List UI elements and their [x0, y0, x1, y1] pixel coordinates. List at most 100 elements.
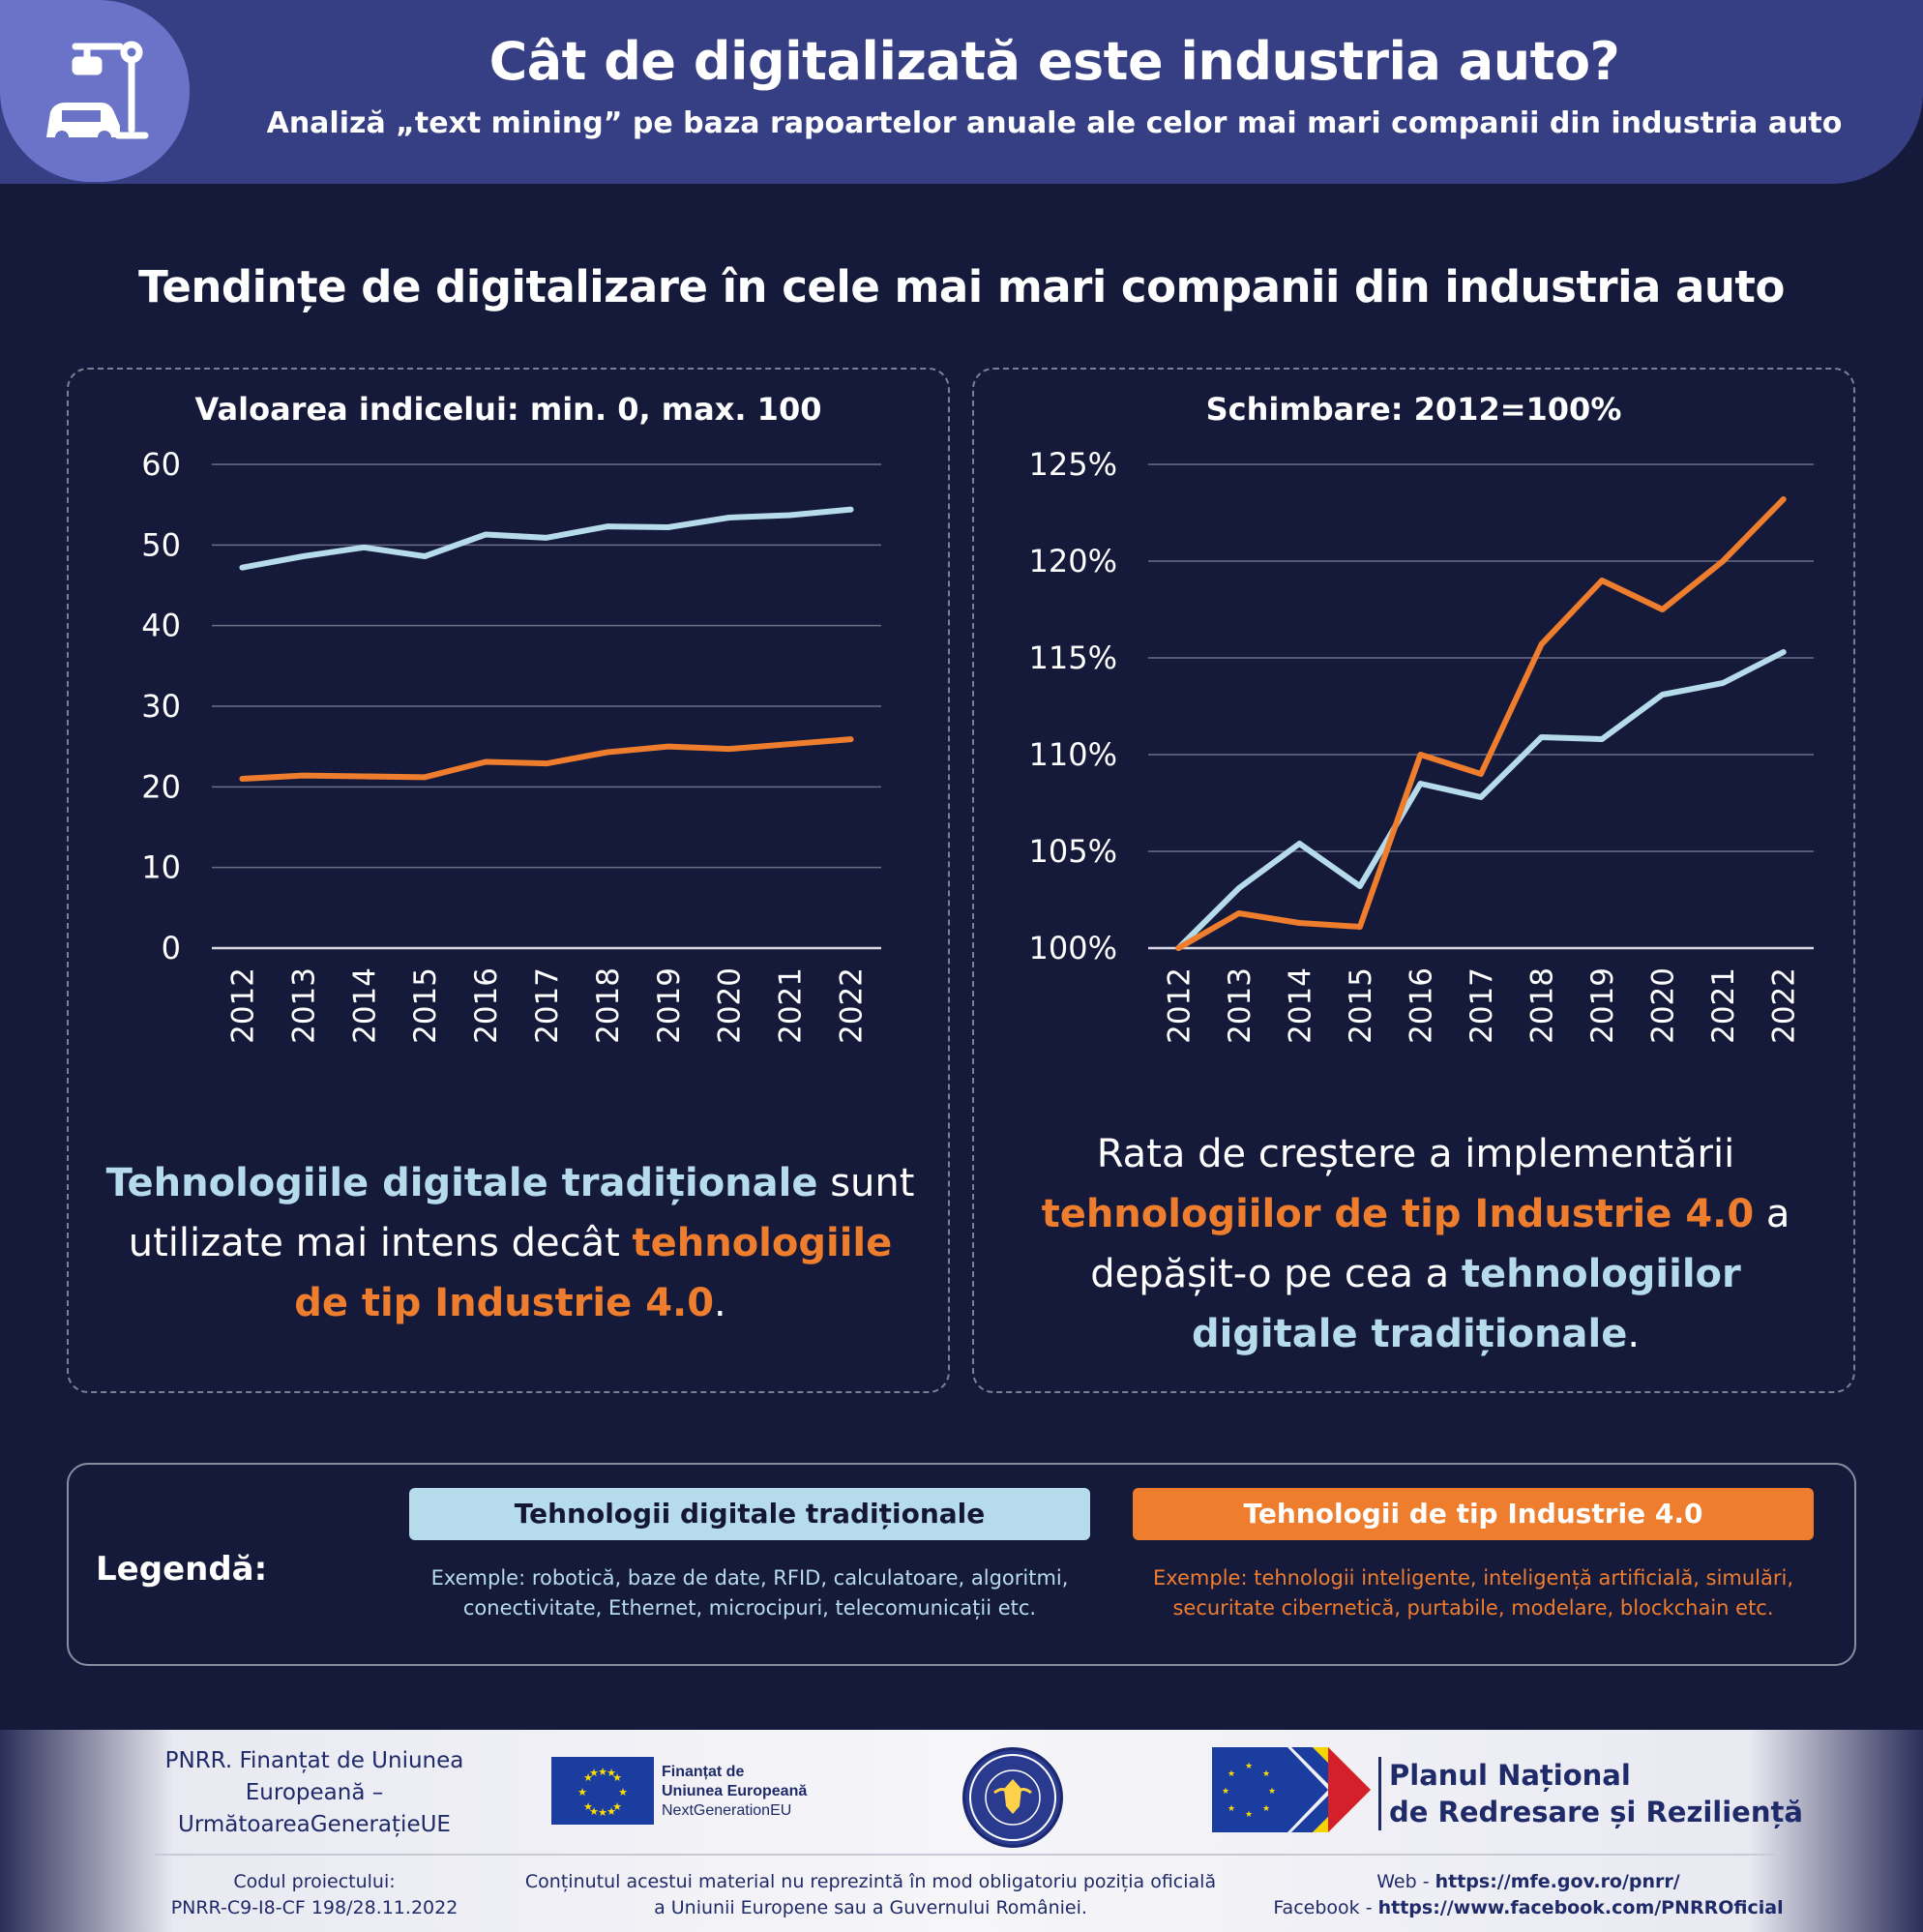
x-tick-label: 2021: [774, 967, 809, 1044]
y-tick-label: 125%: [1029, 446, 1117, 483]
legend-box: Legendă: Tehnologii digitale tradițional…: [67, 1463, 1856, 1666]
y-tick-label: 20: [141, 768, 181, 805]
x-tick-label: 2018: [1525, 967, 1560, 1044]
industry40-highlight: tehnologiile de tip Industrie 4.0: [294, 1221, 893, 1325]
svg-text:★: ★: [1228, 1769, 1235, 1779]
page-title: Cât de digitalizată este industria auto?: [488, 31, 1620, 92]
left-panel-statement: Tehnologiile digitale tradiționale sunt …: [98, 1153, 923, 1333]
x-tick-label: 2016: [1404, 967, 1438, 1044]
project-code-label: Codul proiectului:: [233, 1871, 396, 1892]
svg-text:★: ★: [1245, 1810, 1253, 1820]
plan-line-2: de Redresare și Reziliență: [1389, 1796, 1803, 1828]
x-tick-label: 2017: [530, 967, 565, 1044]
page-subtitle: Analiză „text mining” pe baza rapoartelo…: [266, 106, 1843, 140]
x-tick-label: 2016: [469, 967, 504, 1044]
x-tick-label: 2019: [652, 967, 687, 1044]
x-tick-label: 2021: [1706, 967, 1741, 1044]
svg-text:★: ★: [589, 1767, 599, 1779]
legend-traditional-examples: Exemple: robotică, baze de date, RFID, c…: [430, 1566, 1069, 1620]
right-text-part-5: .: [1627, 1312, 1641, 1356]
footer-divider: [155, 1854, 1776, 1856]
left-chart-subtitle: Valoarea indicelui: min. 0, max. 100: [194, 391, 822, 428]
y-tick-label: 100%: [1029, 930, 1117, 966]
y-tick-label: 115%: [1029, 639, 1117, 676]
svg-text:★: ★: [1245, 1762, 1253, 1771]
footer: PNRR. Finanțat de Uniunea Europeană – Ur…: [0, 1730, 1923, 1932]
eu-flag-icon: ★ ★ ★ ★ ★ ★ ★ ★ ★ ★ ★ ★: [551, 1757, 654, 1825]
x-tick-label: 2022: [835, 967, 870, 1044]
svg-text:★: ★: [598, 1766, 607, 1778]
right-chart-panel: Schimbare: 2012=100% 100% 105% 110% 115% 120…: [972, 368, 1855, 1393]
right-text-part-3: a depășit-o pe cea a: [1090, 1192, 1790, 1296]
svg-text:★: ★: [598, 1806, 607, 1819]
traditional-highlight: tehnologiilor digitale tradiționale: [1191, 1252, 1741, 1356]
eu-line-2: Uniunea Europeană: [662, 1783, 808, 1799]
pnrr-flags-logo: ★ ★ ★ ★ ★ ★ ★ ★: [1212, 1747, 1371, 1832]
svg-text:★: ★: [1262, 1769, 1270, 1779]
y-tick-label: 30: [141, 688, 181, 725]
y-tick-label: 60: [141, 446, 181, 483]
svg-text:★: ★: [583, 1800, 593, 1813]
header-banner: Cât de digitalizată este industria auto?…: [0, 0, 1923, 184]
x-tick-label: 2014: [347, 967, 382, 1044]
svg-text:★: ★: [612, 1800, 622, 1813]
project-code: Codul proiectului: PNRR-C9-I8-CF 198/28.…: [155, 1869, 474, 1921]
svg-text:★: ★: [1262, 1804, 1270, 1814]
legend-traditional-pill: Tehnologii digitale tradiționale: [409, 1488, 1090, 1540]
y-tick-label: 110%: [1029, 736, 1117, 773]
left-text-part-4: .: [714, 1281, 726, 1325]
svg-text:★: ★: [589, 1805, 599, 1818]
web-links: Web - https://mfe.gov.ro/pnrr/ Facebook …: [1257, 1869, 1799, 1921]
svg-text:★: ★: [1228, 1804, 1235, 1814]
left-chart-panel: Valoarea indicelui: min. 0, max. 100 0 10…: [67, 368, 950, 1393]
x-tick-label: 2022: [1767, 967, 1802, 1044]
legend-industry40-examples: Exemple: tehnologii inteligente, intelig…: [1152, 1566, 1794, 1620]
industry40-highlight: tehnologiilor de tip Industrie 4.0: [1041, 1192, 1755, 1236]
pnrr-plan-title: Planul Național de Redresare și Rezilien…: [1378, 1757, 1803, 1830]
y-tick-label: 50: [141, 526, 181, 563]
header-icon-badge: [0, 0, 190, 182]
x-tick-label: 2012: [1162, 967, 1197, 1044]
svg-text:★: ★: [618, 1786, 628, 1798]
section-title: Tendințe de digitalizare în cele mai mar…: [138, 261, 1785, 312]
svg-text:★: ★: [606, 1767, 616, 1779]
y-tick-label: 10: [141, 849, 181, 886]
pnrr-funding-text: PNRR. Finanțat de Uniunea Europeană – Ur…: [164, 1748, 464, 1837]
legend-industry40-pill: Tehnologii de tip Industrie 4.0: [1133, 1488, 1814, 1540]
car-factory-robot-icon: [46, 41, 149, 144]
series-line-traditional: [1175, 649, 1787, 951]
svg-text:★: ★: [1222, 1787, 1229, 1797]
web-link[interactable]: https://mfe.gov.ro/pnrr/: [1435, 1871, 1680, 1892]
y-tick-label: 0: [162, 930, 181, 966]
y-tick-label: 40: [141, 608, 181, 644]
project-code-value: PNRR-C9-I8-CF 198/28.11.2022: [170, 1897, 459, 1918]
series-line-traditional: [239, 506, 854, 571]
right-line-chart: 100% 105% 110% 115% 120% 125% 2012 2013 2014 2015…: [1029, 446, 1814, 1044]
y-tick-label: 120%: [1029, 543, 1117, 580]
svg-text:★: ★: [1268, 1787, 1276, 1797]
x-tick-label: 2014: [1283, 967, 1317, 1044]
right-panel-statement: Rata de creștere a implementării tehnolo…: [1003, 1124, 1828, 1364]
x-tick-label: 2013: [1223, 967, 1257, 1044]
x-tick-label: 2012: [225, 967, 260, 1044]
x-tick-label: 2013: [286, 967, 321, 1044]
legend-label: Legendă:: [96, 1550, 268, 1589]
facebook-label: Facebook -: [1273, 1897, 1378, 1918]
facebook-link[interactable]: https://www.facebook.com/PNRROficial: [1377, 1897, 1784, 1918]
disclaimer-text: Conținutul acestui material nu reprezint…: [524, 1871, 1217, 1918]
x-tick-label: 2015: [1344, 967, 1378, 1044]
x-tick-label: 2018: [591, 967, 626, 1044]
svg-text:★: ★: [577, 1786, 587, 1798]
x-tick-label: 2020: [713, 967, 748, 1044]
left-text-part-2: sunt utilizate mai intens decât: [128, 1161, 915, 1265]
eu-funding-label: Finanțat de Uniunea Europeană NextGenera…: [662, 1763, 807, 1821]
x-tick-label: 2019: [1585, 967, 1620, 1044]
left-line-chart: 0 10 20 30 40 50 60 2012 2013 2014 2015 2016 2017 201…: [141, 446, 881, 1044]
x-tick-label: 2020: [1646, 967, 1681, 1044]
eu-line-3: NextGenerationEU: [662, 1802, 792, 1819]
series-line-industry40: [239, 736, 854, 782]
svg-text:★: ★: [583, 1771, 593, 1784]
traditional-highlight: Tehnologiile digitale tradiționale: [105, 1161, 818, 1205]
government-seal-icon: [962, 1747, 1063, 1848]
right-chart-subtitle: Schimbare: 2012=100%: [1205, 391, 1622, 428]
